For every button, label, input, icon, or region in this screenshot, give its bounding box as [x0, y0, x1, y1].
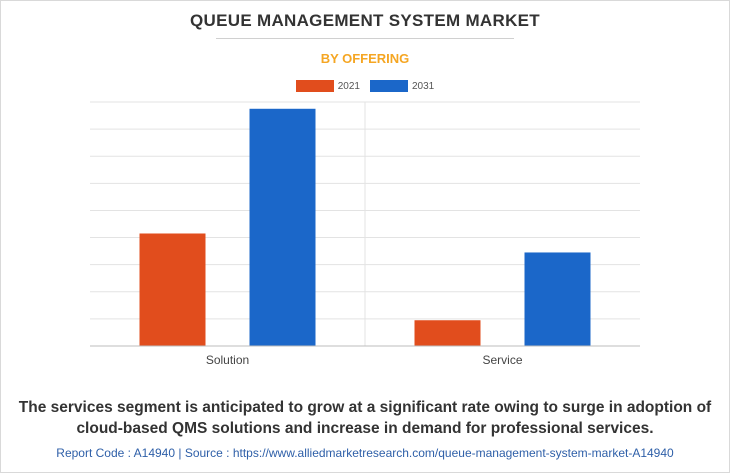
- x-tick-label: Solution: [206, 353, 249, 367]
- legend: 2021 2031: [0, 80, 730, 92]
- source-footer: Report Code : A14940 | Source : https://…: [56, 446, 674, 460]
- legend-label-2031: 2031: [412, 80, 435, 92]
- bar-chart: Solution Service: [90, 101, 640, 367]
- legend-label-2021: 2021: [337, 80, 360, 92]
- title-divider: [216, 38, 514, 39]
- bar-service-2021: [414, 320, 481, 346]
- chart-subtitle: BY OFFERING: [320, 51, 410, 66]
- x-tick-label: Service: [482, 353, 522, 367]
- legend-item-2031: 2031: [370, 80, 434, 92]
- legend-swatch-2021: [295, 80, 334, 92]
- bar-solution-2021: [139, 233, 206, 346]
- bar-solution-2031: [249, 108, 316, 347]
- legend-swatch-2031: [370, 80, 408, 92]
- chart-title: QUEUE MANAGEMENT SYSTEM MARKET: [190, 11, 540, 30]
- chart-caption: The services segment is anticipated to g…: [18, 399, 712, 437]
- bar-service-2031: [524, 252, 591, 346]
- legend-item-2021: 2021: [295, 80, 360, 92]
